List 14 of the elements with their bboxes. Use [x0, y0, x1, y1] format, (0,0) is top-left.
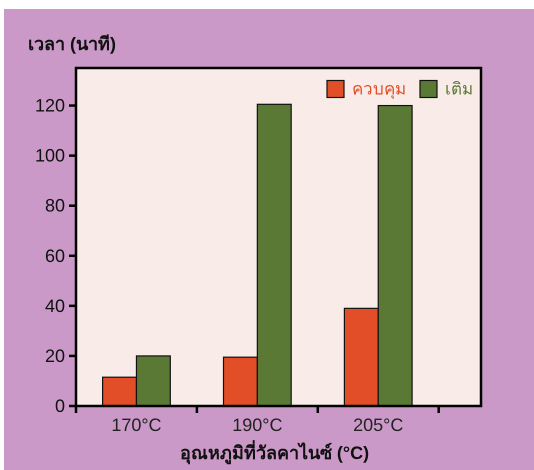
x-tick-label: 190°C: [232, 415, 282, 435]
y-tick-label: 60: [44, 246, 65, 266]
y-tick-label: 40: [44, 296, 65, 316]
x-tick-label: 205°C: [353, 415, 404, 435]
x-axis-title: อุณหภูมิที่วัลคาไนซ์ (°C): [180, 440, 370, 465]
legend-label: ควบคุม: [352, 80, 406, 100]
x-tick-label: 170°C: [111, 415, 162, 435]
y-axis-title: เวลา (นาที): [28, 34, 116, 54]
legend-label: เติม: [445, 80, 473, 98]
y-tick-label: 20: [44, 346, 65, 366]
y-tick-label: 120: [34, 96, 65, 116]
y-tick-label: 80: [44, 196, 65, 216]
y-tick-label: 0: [54, 396, 65, 416]
y-tick-label: 100: [34, 146, 65, 166]
